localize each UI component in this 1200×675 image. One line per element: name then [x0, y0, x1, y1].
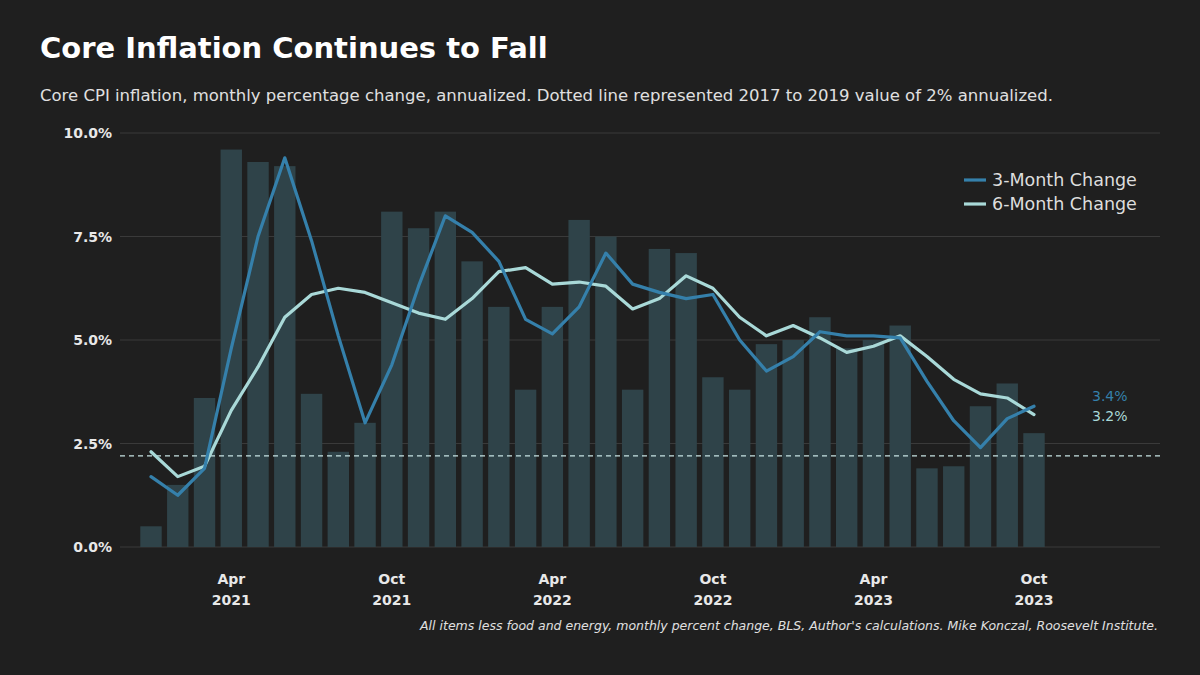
bar — [595, 237, 616, 548]
title: Core Inflation Continues to Fall — [40, 31, 548, 65]
value-label: 3.2% — [1092, 408, 1128, 424]
bar — [997, 383, 1018, 547]
x-tick-label-part: Apr — [860, 571, 888, 587]
subtitle: Core CPI inflation, monthly percentage c… — [40, 86, 1053, 105]
bar — [194, 398, 215, 547]
bar — [729, 390, 750, 547]
x-tick-label: Apr 2023 — [854, 571, 893, 608]
x-tick-label-part: 2023 — [1015, 592, 1054, 608]
x-tick-label: Oct 2022 — [693, 571, 732, 608]
x-tick-label: Oct 2023 — [1015, 571, 1054, 608]
x-tick-label: Apr 2021 — [212, 571, 251, 608]
bar — [328, 452, 349, 547]
y-tick-label: 10.0% — [63, 125, 112, 141]
plot-area — [120, 150, 1160, 547]
bar — [756, 344, 777, 547]
bar — [488, 307, 509, 547]
background — [0, 0, 1200, 675]
page: {"chart_data": { "type": "bar", "title":… — [0, 0, 1200, 675]
x-tick-label-part: 2021 — [212, 592, 251, 608]
line-series — [151, 158, 1034, 495]
legend-swatch — [964, 178, 986, 181]
y-tick-label: 2.5% — [73, 436, 112, 452]
bar — [274, 166, 295, 547]
x-tick-label-part: Apr — [217, 571, 245, 587]
bar — [622, 390, 643, 547]
source-note: All items less food and energy, monthly … — [419, 618, 1158, 633]
legend-label: 6-Month Change — [992, 194, 1137, 214]
x-tick-label-part: 2022 — [693, 592, 732, 608]
legend-swatch — [964, 202, 986, 205]
bar — [702, 377, 723, 547]
y-tick-label: 7.5% — [73, 229, 112, 245]
bar — [863, 340, 884, 547]
x-tick-label-part: Oct — [378, 571, 405, 587]
bar — [568, 220, 589, 547]
bar — [435, 212, 456, 547]
grid-line — [120, 133, 1160, 134]
bar — [301, 394, 322, 547]
legend-label: 3-Month Change — [992, 170, 1137, 190]
bar — [140, 526, 161, 547]
bar — [943, 466, 964, 547]
bar — [542, 307, 563, 547]
bar — [836, 348, 857, 547]
bar — [354, 423, 375, 547]
bar — [970, 406, 991, 547]
bar — [782, 340, 803, 547]
bar — [916, 468, 937, 547]
x-tick-label-part: Oct — [1021, 571, 1048, 587]
x-tick-label: Apr 2022 — [533, 571, 572, 608]
bar — [1023, 433, 1044, 547]
x-tick-label-part: Apr — [538, 571, 566, 587]
x-tick-label-part: 2022 — [533, 592, 572, 608]
x-tick-label-part: Oct — [699, 571, 726, 587]
bar — [809, 317, 830, 547]
bar — [890, 326, 911, 547]
y-tick-label: 5.0% — [73, 332, 112, 348]
value-label: 3.4% — [1092, 388, 1128, 404]
x-tick-label-part: 2021 — [372, 592, 411, 608]
y-tick-label: 0.0% — [73, 539, 112, 555]
chart: Core Inflation Continues to Fall Core CPI… — [0, 0, 1200, 675]
x-tick-label-part: 2023 — [854, 592, 893, 608]
reference-line — [120, 455, 1160, 456]
bar — [515, 390, 536, 547]
x-tick-label: Oct 2021 — [372, 571, 411, 608]
line-series — [151, 268, 1034, 477]
bar — [408, 228, 429, 547]
